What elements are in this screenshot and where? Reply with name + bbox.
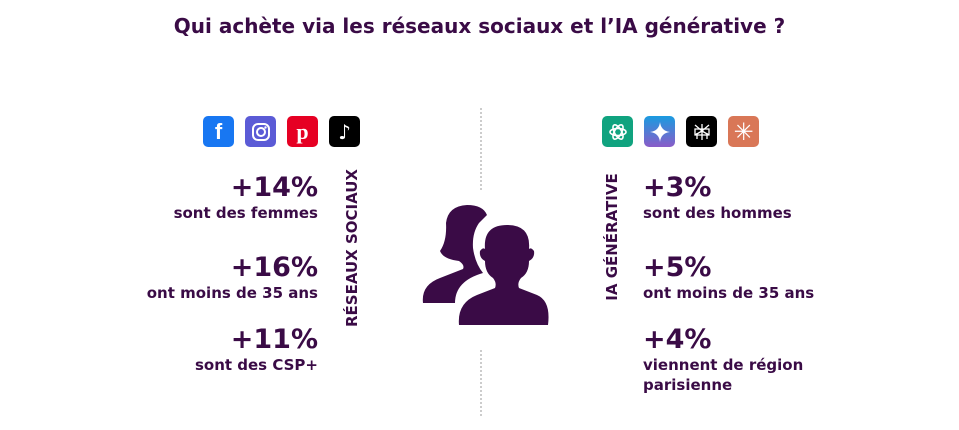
- stat-value: +4%: [643, 324, 712, 355]
- stat-value: +14%: [230, 172, 318, 203]
- chatgpt-icon: [602, 116, 633, 147]
- section-label-social: RÉSEAUX SOCIAUX: [343, 169, 361, 327]
- instagram-icon: [245, 116, 276, 147]
- stat-item: +11% sont des CSP+: [58, 325, 318, 375]
- stat-text: viennent de région parisienne: [643, 356, 804, 394]
- stat-text: sont des CSP+: [194, 356, 318, 374]
- claude-icon: ✳: [728, 116, 759, 147]
- stat-text: sont des femmes: [173, 204, 318, 222]
- gemini-icon: [644, 116, 675, 147]
- stat-value: +16%: [230, 252, 318, 283]
- divider: [480, 350, 482, 416]
- stat-value: +11%: [230, 324, 318, 355]
- stat-item: +16% ont moins de 35 ans: [58, 253, 318, 303]
- users-icon: [422, 205, 549, 325]
- divider: [480, 108, 482, 190]
- stat-item: +5% ont moins de 35 ans: [643, 253, 903, 303]
- stat-value: +5%: [643, 252, 712, 283]
- stat-value: +3%: [643, 172, 712, 203]
- facebook-icon: f: [203, 116, 234, 147]
- stat-text: ont moins de 35 ans: [643, 284, 815, 302]
- stat-text: sont des hommes: [643, 204, 792, 222]
- perplexity-icon: [686, 116, 717, 147]
- stat-item: +3% sont des hommes: [643, 173, 903, 223]
- stat-item: +14% sont des femmes: [58, 173, 318, 223]
- page-title: Qui achète via les réseaux sociaux et l’…: [173, 14, 786, 38]
- section-label-ai: IA GÉNÉRATIVE: [603, 173, 621, 301]
- pinterest-icon: p: [287, 116, 318, 147]
- tiktok-icon: ♪: [329, 116, 360, 147]
- stat-item: +4% viennent de région parisienne: [643, 325, 818, 395]
- stat-text: ont moins de 35 ans: [146, 284, 318, 302]
